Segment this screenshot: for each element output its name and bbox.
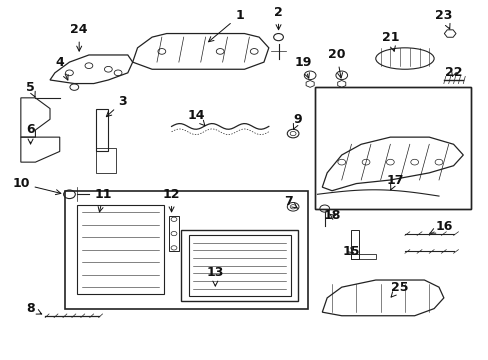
Bar xyxy=(314,87,469,208)
Bar xyxy=(351,230,358,258)
Text: 21: 21 xyxy=(381,31,398,51)
Text: 10: 10 xyxy=(12,177,61,195)
Text: 4: 4 xyxy=(55,55,68,80)
Text: 25: 25 xyxy=(390,281,408,297)
Text: 13: 13 xyxy=(206,266,224,286)
Text: 12: 12 xyxy=(163,188,180,212)
Text: 24: 24 xyxy=(70,23,88,51)
Text: 19: 19 xyxy=(294,55,311,78)
Text: 23: 23 xyxy=(434,9,451,29)
Bar xyxy=(188,235,290,296)
Text: 9: 9 xyxy=(293,113,302,129)
Text: 17: 17 xyxy=(386,174,403,190)
Bar xyxy=(181,230,297,301)
Text: 1: 1 xyxy=(208,9,244,42)
Text: 20: 20 xyxy=(327,49,345,78)
Bar xyxy=(64,191,307,309)
Text: 3: 3 xyxy=(106,95,127,117)
Bar xyxy=(96,109,108,152)
Text: 11: 11 xyxy=(95,188,112,212)
Text: 7: 7 xyxy=(284,195,297,208)
Text: 5: 5 xyxy=(26,81,35,97)
Bar xyxy=(169,216,179,251)
Bar xyxy=(314,87,469,208)
Text: 2: 2 xyxy=(274,6,283,30)
Text: 16: 16 xyxy=(429,220,451,233)
Text: 14: 14 xyxy=(187,109,204,126)
Text: 15: 15 xyxy=(342,245,360,258)
Bar xyxy=(351,254,375,258)
Text: 18: 18 xyxy=(323,209,340,222)
Text: 8: 8 xyxy=(26,302,41,315)
Bar xyxy=(77,205,164,294)
Text: 22: 22 xyxy=(444,66,461,79)
Text: 6: 6 xyxy=(26,123,35,144)
Bar xyxy=(96,148,116,173)
